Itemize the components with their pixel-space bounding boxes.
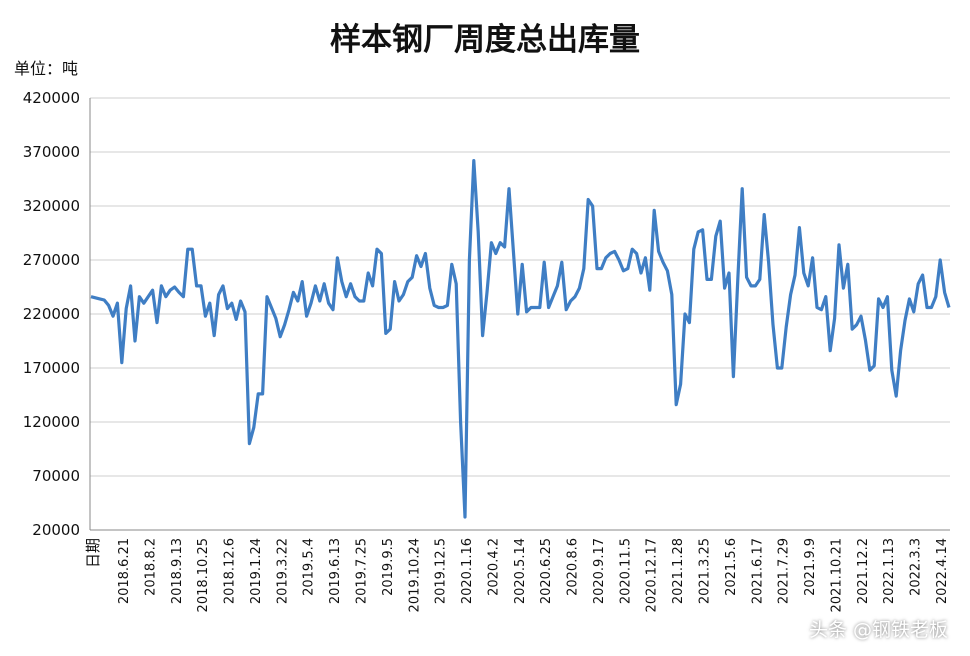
x-tick-label: 2022.1.13: [882, 538, 897, 604]
x-tick-label: 2019.10.24: [407, 538, 422, 612]
x-tick-label: 2020.12.17: [645, 538, 660, 612]
x-tick-label: 2019.6.13: [328, 538, 343, 604]
x-tick-label: 2020.8.6: [566, 538, 581, 596]
x-tick-label: 2018.10.25: [196, 538, 211, 612]
x-tick-label: 2021.6.17: [750, 538, 765, 604]
x-tick-label: 2020.5.14: [513, 538, 528, 604]
x-tick-label: 2019.5.4: [302, 538, 317, 596]
y-tick-label: 420000: [23, 89, 80, 107]
x-tick-label: 2020.6.25: [539, 538, 554, 604]
x-tick-label: 2021.3.25: [698, 538, 713, 604]
chart-title: 样本钢厂周度总出库量: [330, 22, 640, 58]
x-tick-label: 2019.9.5: [381, 538, 396, 596]
x-tick-label: 2018.8.2: [143, 538, 158, 596]
x-tick-label: 2019.12.5: [434, 538, 449, 604]
x-tick-label: 2021.12.2: [856, 538, 871, 604]
x-tick-label: 2019.3.22: [275, 538, 290, 604]
x-tick-label: 2018.6.21: [117, 538, 132, 604]
x-tick-label: 2019.7.25: [354, 538, 369, 604]
y-tick-label: 70000: [32, 467, 80, 485]
y-tick-label: 20000: [32, 521, 80, 539]
y-axis-ticks: 420000 370000 320000 270000 220000 170000 1200…: [23, 89, 80, 539]
x-tick-label: 2020.4.2: [486, 538, 501, 596]
x-tick-label: 2021.5.6: [724, 538, 739, 596]
x-tick-label: 2018.12.6: [223, 538, 238, 604]
y-tick-label: 320000: [23, 197, 80, 215]
y-tick-label: 170000: [23, 359, 80, 377]
x-tick-label: 2022.4.14: [935, 538, 950, 604]
x-tick-label: 2021.9.9: [803, 538, 818, 596]
unit-label: 单位：吨: [14, 59, 79, 78]
x-tick-label: 2020.9.17: [592, 538, 607, 604]
y-tick-label: 120000: [23, 413, 80, 431]
x-axis-ticks: 2018.6.21 2018.8.2 2018.9.13 2018.10.25 2018…: [117, 538, 950, 612]
y-tick-label: 220000: [23, 305, 80, 323]
x-tick-label: 2021.7.29: [777, 538, 792, 604]
y-tick-label: 370000: [23, 143, 80, 161]
x-tick-label: 2018.9.13: [170, 538, 185, 604]
x-tick-label: 2020.1.16: [460, 538, 475, 604]
series-line: [90, 159, 951, 519]
x-axis-label: 日期: [84, 538, 102, 568]
x-tick-label: 2020.11.5: [618, 538, 633, 604]
y-tick-label: 270000: [23, 251, 80, 269]
x-tick-label: 2021.1.28: [671, 538, 686, 604]
gridlines: [90, 97, 950, 531]
watermark: 头条 @钢铁老板: [808, 619, 948, 641]
x-tick-label: 2021.10.21: [829, 538, 844, 612]
x-tick-label: 2022.3.3: [909, 538, 924, 596]
x-tick-label: 2019.1.24: [249, 538, 264, 604]
